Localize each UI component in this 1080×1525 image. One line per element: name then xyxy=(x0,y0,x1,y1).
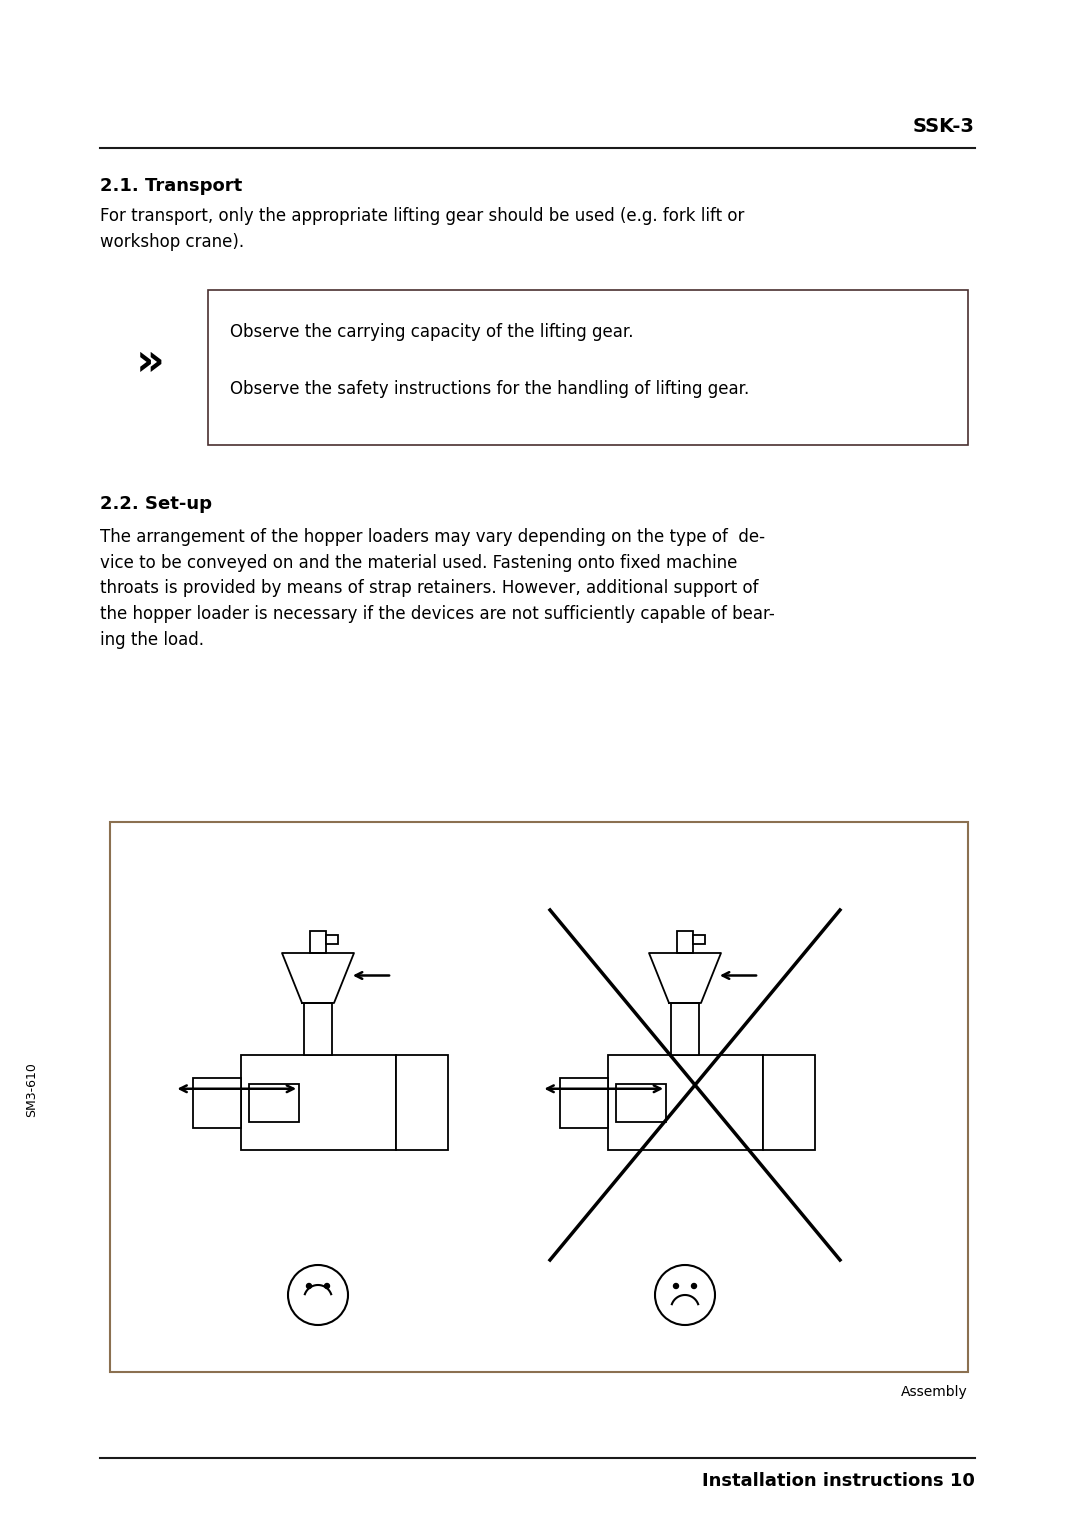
Bar xyxy=(248,1083,298,1121)
Bar xyxy=(303,1003,332,1055)
Bar xyxy=(607,1055,762,1150)
Text: The arrangement of the hopper loaders may vary depending on the type of  de-
vic: The arrangement of the hopper loaders ma… xyxy=(100,528,774,648)
Bar xyxy=(677,930,693,953)
Text: Installation instructions 10: Installation instructions 10 xyxy=(702,1472,975,1490)
Bar xyxy=(671,1003,699,1055)
Text: 2.2. Set-up: 2.2. Set-up xyxy=(100,496,212,512)
Text: 2.1. Transport: 2.1. Transport xyxy=(100,177,242,195)
Bar xyxy=(616,1083,665,1121)
Text: Observe the safety instructions for the handling of lifting gear.: Observe the safety instructions for the … xyxy=(230,380,750,398)
Bar xyxy=(559,1078,607,1127)
Circle shape xyxy=(674,1284,678,1289)
Bar xyxy=(762,1055,814,1150)
Text: For transport, only the appropriate lifting gear should be used (e.g. fork lift : For transport, only the appropriate lift… xyxy=(100,207,744,250)
Bar xyxy=(310,930,326,953)
Text: SSK-3: SSK-3 xyxy=(913,117,975,136)
Bar xyxy=(192,1078,241,1127)
Circle shape xyxy=(307,1284,311,1289)
Bar xyxy=(326,935,338,944)
Text: Assembly: Assembly xyxy=(901,1385,968,1398)
Circle shape xyxy=(324,1284,329,1289)
Text: »: » xyxy=(136,340,164,383)
Bar xyxy=(395,1055,447,1150)
Bar xyxy=(241,1055,395,1150)
Circle shape xyxy=(691,1284,697,1289)
Text: Observe the carrying capacity of the lifting gear.: Observe the carrying capacity of the lif… xyxy=(230,323,634,342)
Bar xyxy=(208,290,968,445)
Bar xyxy=(693,935,705,944)
Bar xyxy=(110,822,968,1372)
Text: SM3-610: SM3-610 xyxy=(26,1063,39,1118)
